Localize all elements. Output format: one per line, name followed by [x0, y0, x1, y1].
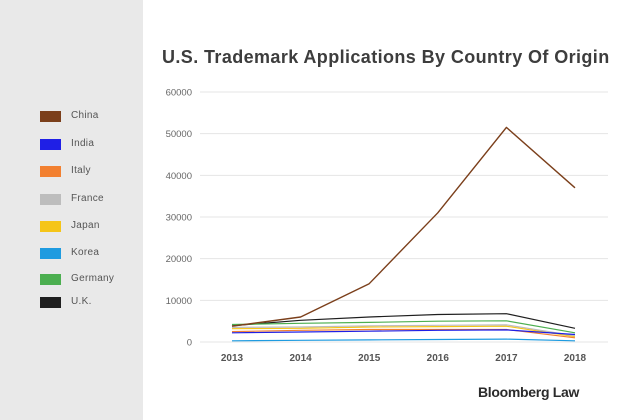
- legend-swatch: [40, 297, 61, 308]
- series-line-india: [231, 329, 576, 336]
- y-tick-label: 0: [187, 338, 192, 349]
- chart-series: [231, 126, 576, 342]
- series-line-france: [231, 324, 576, 337]
- legend-item-u-k: U.K.: [40, 294, 140, 310]
- legend-item-korea: Korea: [40, 245, 140, 261]
- legend-item-india: India: [40, 136, 140, 152]
- legend-swatch: [40, 274, 61, 285]
- legend-label: France: [71, 193, 104, 204]
- line-chart: 0 10000 20000 30000 40000 50000 60000 2013 2014…: [166, 88, 608, 364]
- legend-label: China: [71, 110, 99, 121]
- series-line-japan: [231, 325, 576, 338]
- legend-panel: China India Italy France Japan Korea Germany U.…: [0, 0, 143, 420]
- legend-item-germany: Germany: [40, 271, 140, 287]
- legend-swatch: [40, 194, 61, 205]
- x-axis-ticks: 2013 2014 2015 2016 2017 2018: [221, 353, 587, 364]
- legend-swatch: [40, 111, 61, 122]
- x-tick-label: 2017: [495, 353, 518, 364]
- chart-grid: [200, 91, 608, 343]
- series-line-china: [231, 126, 576, 327]
- legend-item-italy: Italy: [40, 163, 140, 179]
- y-tick-label: 10000: [166, 296, 192, 307]
- legend-label: Germany: [71, 273, 115, 284]
- chart-title: U.S. Trademark Applications By Country O…: [162, 47, 610, 67]
- series-line-korea: [231, 338, 576, 342]
- legend-label: Korea: [71, 247, 100, 258]
- y-tick-label: 60000: [166, 88, 192, 99]
- legend-swatch: [40, 248, 61, 259]
- x-tick-label: 2016: [427, 353, 450, 364]
- y-axis-ticks: 0 10000 20000 30000 40000 50000 60000: [166, 88, 192, 349]
- legend-label: U.K.: [71, 296, 92, 307]
- brand-logo: Bloomberg Law: [478, 384, 580, 400]
- series-line-germany: [231, 320, 576, 334]
- legend-swatch: [40, 139, 61, 150]
- legend-label: India: [71, 138, 95, 149]
- y-tick-label: 20000: [166, 254, 192, 265]
- legend-item-china: China: [40, 108, 140, 124]
- x-tick-label: 2015: [358, 353, 381, 364]
- x-tick-label: 2013: [221, 353, 244, 364]
- legend-item-france: France: [40, 191, 140, 207]
- legend-swatch: [40, 166, 61, 177]
- legend-label: Italy: [71, 165, 91, 176]
- y-tick-label: 40000: [166, 171, 192, 182]
- x-tick-label: 2018: [564, 353, 587, 364]
- legend-swatch: [40, 221, 61, 232]
- y-tick-label: 30000: [166, 213, 192, 224]
- legend-label: Japan: [71, 220, 100, 231]
- x-tick-label: 2014: [289, 353, 312, 364]
- y-tick-label: 50000: [166, 129, 192, 140]
- series-line-u-k: [231, 313, 576, 329]
- legend-item-japan: Japan: [40, 218, 140, 234]
